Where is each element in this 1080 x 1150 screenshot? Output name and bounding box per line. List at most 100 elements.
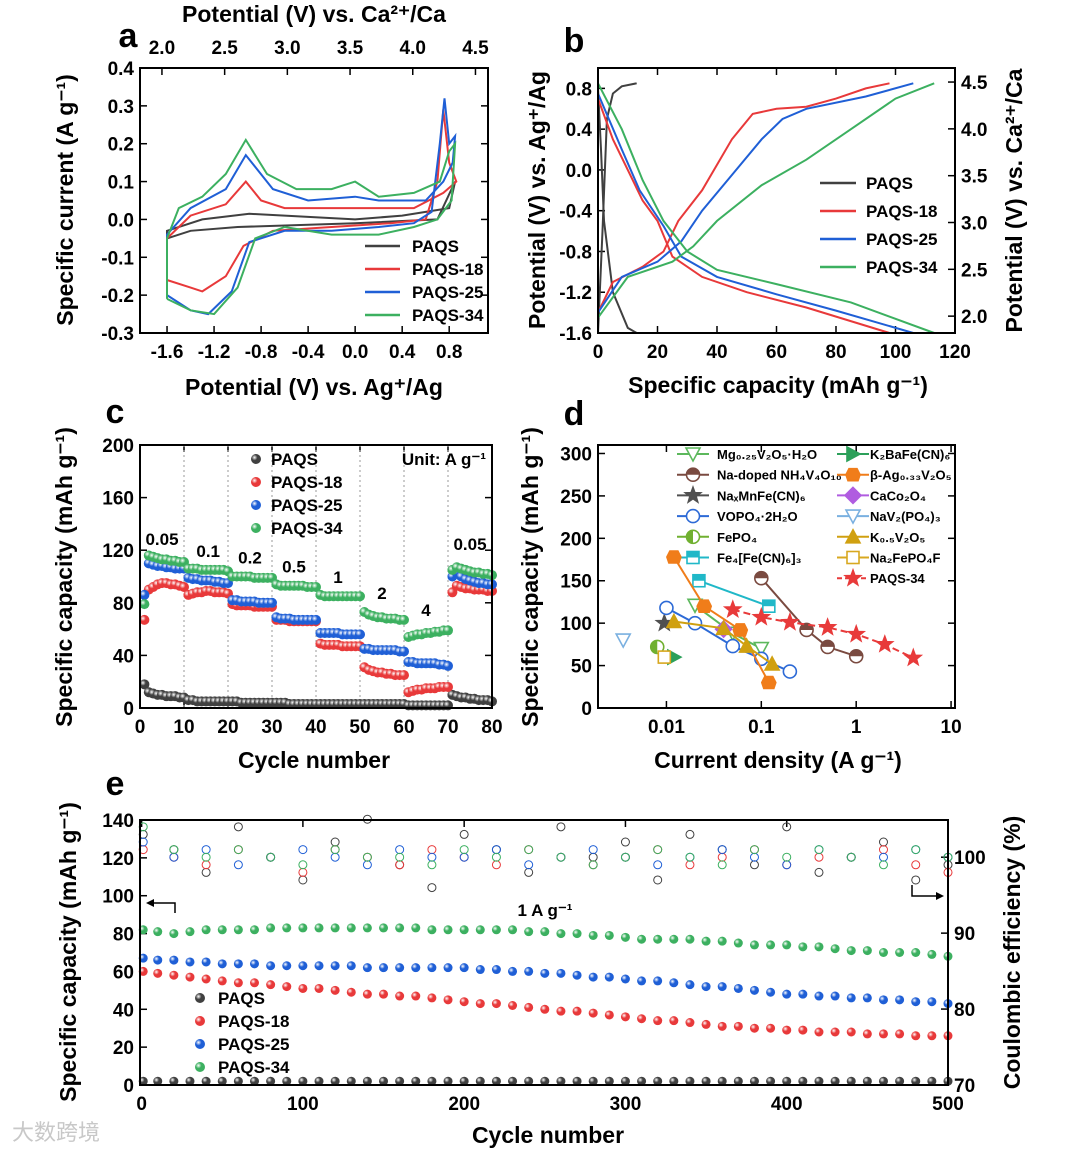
y-tick-label: 40 <box>113 1000 134 1021</box>
capacity-point <box>749 1023 759 1033</box>
capacity-point <box>282 961 292 971</box>
comparison-point-series-7 <box>696 599 713 614</box>
legend-marker <box>195 1016 205 1026</box>
legend-marker <box>195 1062 205 1072</box>
discharge-curve-paqs-18 <box>597 98 890 334</box>
y-tick-label: 120 <box>102 849 134 870</box>
capacity-point <box>733 983 743 993</box>
ce-point <box>395 860 405 870</box>
capacity-point <box>524 927 534 937</box>
ce-point <box>201 860 211 870</box>
plot-frame-b <box>597 67 956 334</box>
capacity-point <box>620 1012 630 1022</box>
capacity-point <box>201 974 211 984</box>
marker-shape <box>903 647 924 667</box>
capacity-point <box>395 963 405 973</box>
legend-marker <box>686 550 700 565</box>
watermark: 大数跨境 <box>12 1120 100 1145</box>
capacity-point <box>830 944 840 954</box>
capacity-point <box>139 589 150 600</box>
capacity-point <box>411 963 421 973</box>
ce-point <box>588 852 598 862</box>
capacity-point <box>927 1031 937 1041</box>
ce-point <box>491 852 501 862</box>
capacity-point <box>556 1006 566 1016</box>
capacity-point <box>427 963 437 973</box>
comparison-point-series-4 <box>649 639 665 655</box>
capacity-point <box>685 1076 695 1086</box>
ce-point <box>330 852 340 862</box>
x-tick-label: 80 <box>481 717 502 738</box>
y-tick-label: 140 <box>102 811 134 832</box>
comparison-point-series-7 <box>760 675 777 690</box>
x-tick-label: 500 <box>932 1094 964 1115</box>
legend-label: Mg₀.₂₅V₂O₅·H₂O <box>717 447 817 462</box>
legend-label: PAQS-18 <box>271 473 343 492</box>
capacity-point <box>701 982 711 992</box>
legend-marker <box>685 508 701 524</box>
legend-marker <box>844 509 862 525</box>
capacity-point <box>604 930 614 940</box>
capacity-point <box>443 925 453 935</box>
capacity-point <box>766 987 776 997</box>
capacity-point <box>379 989 389 999</box>
capacity-point <box>185 1076 195 1086</box>
comparison-point-series-12 <box>874 634 895 653</box>
y-tick-label: -0.8 <box>559 242 592 263</box>
capacity-point <box>878 1029 888 1039</box>
y-tick-label: 250 <box>560 487 592 508</box>
capacity-point <box>362 1076 372 1086</box>
capacity-point <box>443 995 453 1005</box>
y-tick-label: 100 <box>102 887 134 908</box>
y-tick-label: 20 <box>113 1038 134 1059</box>
capacity-point <box>604 1010 614 1020</box>
x-tick-label: 10 <box>173 717 194 738</box>
legend-label: FePO₄ <box>717 530 757 545</box>
x-tick-label: 0.8 <box>436 342 462 363</box>
capacity-point <box>443 963 453 973</box>
capacity-point <box>355 591 365 602</box>
ce-point <box>201 852 211 862</box>
y-tick-label: 0 <box>581 699 592 720</box>
capacity-point <box>556 1076 566 1086</box>
ce-point <box>169 845 179 855</box>
comparison-point-series-7 <box>666 550 682 564</box>
capacity-point <box>508 966 518 976</box>
capacity-point <box>298 923 308 933</box>
capacity-point <box>443 681 453 692</box>
rate-label: 0.1 <box>196 542 220 561</box>
legend-marker <box>843 486 863 505</box>
capacity-point <box>491 1076 501 1086</box>
charge-curve-paqs-18 <box>597 82 890 314</box>
ce-point <box>233 822 243 832</box>
marker-shape <box>659 600 674 616</box>
comparison-point-series-1 <box>820 639 835 655</box>
marker-shape <box>665 612 683 629</box>
capacity-point <box>491 999 501 1009</box>
charge-curve-paqs-34 <box>597 82 935 319</box>
legend-marker <box>685 467 701 483</box>
legend-label: PAQS-18 <box>412 260 484 279</box>
capacity-point <box>798 989 808 999</box>
ce-point <box>362 860 372 870</box>
capacity-point <box>701 936 711 946</box>
rate-label: 1 <box>333 568 342 587</box>
ce-point <box>588 860 598 870</box>
legend-marker <box>684 447 702 463</box>
capacity-point <box>427 993 437 1003</box>
capacity-point <box>362 923 372 933</box>
ce-point <box>298 845 308 855</box>
comparison-point-series-12 <box>751 606 772 626</box>
capacity-point <box>298 961 308 971</box>
capacity-point <box>830 1076 840 1086</box>
legend-marker <box>843 567 863 587</box>
legend-marker <box>844 528 862 544</box>
capacity-point <box>830 1027 840 1037</box>
x-tick-label: -1.6 <box>151 342 184 363</box>
capacity-point <box>362 963 372 973</box>
ce-point <box>233 860 243 870</box>
legend-label: PAQS <box>412 237 459 256</box>
right-arrowhead <box>936 892 944 900</box>
marker-shape <box>844 509 862 525</box>
capacity-point <box>637 1076 647 1086</box>
